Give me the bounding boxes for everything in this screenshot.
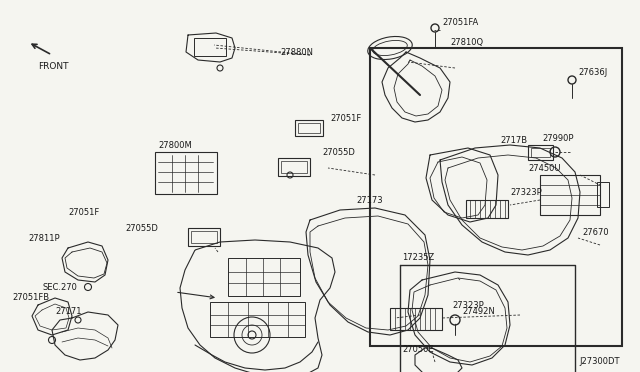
Text: 27323P: 27323P — [452, 301, 484, 310]
Text: 27050E: 27050E — [402, 346, 434, 355]
Text: 27670: 27670 — [582, 228, 609, 237]
Bar — [228, 258, 300, 296]
Text: 27051F: 27051F — [68, 208, 99, 217]
Text: 27051F: 27051F — [330, 113, 361, 122]
Bar — [298, 123, 320, 133]
Text: SEC.270: SEC.270 — [42, 283, 77, 292]
Bar — [528, 145, 553, 160]
Bar — [194, 38, 226, 56]
Bar — [597, 182, 609, 207]
Text: 27880N: 27880N — [280, 48, 313, 57]
Bar — [155, 152, 217, 194]
Text: 27323P: 27323P — [510, 187, 541, 196]
Bar — [390, 308, 442, 330]
Text: 17235Z: 17235Z — [402, 253, 435, 263]
Text: 27810Q: 27810Q — [450, 38, 483, 46]
Text: J27300DT: J27300DT — [579, 357, 620, 366]
Bar — [191, 231, 217, 243]
Text: 27055D: 27055D — [322, 148, 355, 157]
Text: 27051FB: 27051FB — [12, 294, 49, 302]
Bar — [540, 175, 600, 215]
Text: FRONT: FRONT — [38, 62, 68, 71]
Bar — [188, 228, 220, 246]
Text: 27492N: 27492N — [462, 308, 495, 317]
Text: 27450U: 27450U — [528, 164, 561, 173]
Text: 27055D: 27055D — [125, 224, 158, 232]
Bar — [466, 200, 508, 218]
Text: 27800M: 27800M — [158, 141, 192, 150]
Bar — [531, 148, 550, 157]
Bar — [370, 48, 622, 346]
Text: 27636J: 27636J — [578, 67, 607, 77]
Bar — [210, 302, 305, 337]
Bar — [278, 158, 310, 176]
Bar — [295, 120, 323, 136]
Text: 27811P: 27811P — [28, 234, 60, 243]
Text: 2717B: 2717B — [500, 135, 527, 144]
Text: 27051FA: 27051FA — [442, 17, 478, 26]
Text: 27173: 27173 — [356, 196, 383, 205]
Text: 27171: 27171 — [55, 308, 81, 317]
Text: 27990P: 27990P — [542, 134, 573, 142]
Bar — [281, 161, 307, 173]
